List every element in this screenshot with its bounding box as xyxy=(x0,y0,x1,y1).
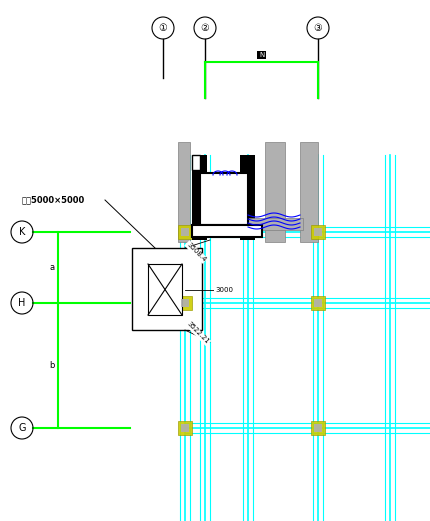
Bar xyxy=(192,155,207,240)
Bar xyxy=(200,173,248,225)
Bar xyxy=(192,225,262,237)
Bar xyxy=(311,225,325,239)
Bar xyxy=(314,299,322,307)
Bar xyxy=(181,228,189,237)
Bar xyxy=(311,421,325,435)
Text: a: a xyxy=(49,263,55,271)
Bar xyxy=(132,248,202,330)
Bar xyxy=(265,142,285,242)
Bar xyxy=(178,142,190,242)
Bar xyxy=(181,424,189,432)
Bar xyxy=(311,296,325,310)
Text: ①: ① xyxy=(159,23,167,33)
Bar xyxy=(178,296,192,310)
Bar xyxy=(178,225,192,239)
Text: G: G xyxy=(18,423,26,433)
Bar xyxy=(314,424,322,432)
Text: K: K xyxy=(19,227,25,237)
Bar xyxy=(148,264,182,315)
Text: H: H xyxy=(18,298,26,308)
Text: 3508.4: 3508.4 xyxy=(185,241,207,263)
Text: ②: ② xyxy=(201,23,209,33)
Bar xyxy=(240,155,255,240)
Bar xyxy=(314,228,322,237)
Bar xyxy=(300,142,318,242)
Text: 3000: 3000 xyxy=(215,287,233,293)
Bar xyxy=(181,299,189,307)
Bar xyxy=(192,155,200,170)
Text: ③: ③ xyxy=(313,23,322,33)
Text: N: N xyxy=(259,52,264,58)
Text: 3522.21: 3522.21 xyxy=(186,321,210,345)
Text: b: b xyxy=(49,361,55,369)
Bar xyxy=(178,421,192,435)
Text: 桩基5000×5000: 桩基5000×5000 xyxy=(22,195,85,205)
Bar xyxy=(248,218,303,230)
